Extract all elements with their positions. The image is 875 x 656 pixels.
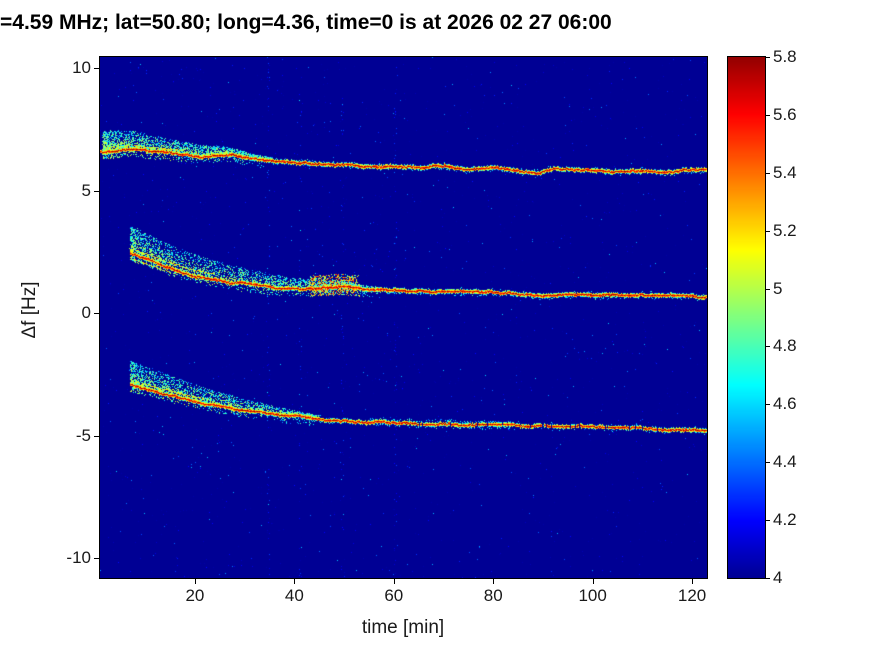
y-tick-label: 5	[81, 180, 91, 200]
y-tick-label: 0	[81, 303, 91, 323]
colorbar-tick-label: 4.2	[773, 510, 797, 530]
colorbar-tick-mark	[766, 114, 770, 116]
colorbar-tick-label: 4	[773, 568, 783, 587]
y-tick-label: -10	[66, 548, 91, 568]
colorbar-tick-label: 5	[773, 278, 783, 298]
colorbar-tick-label: 4.6	[773, 394, 797, 414]
colorbar-tick-label: 5.8	[773, 47, 797, 66]
y-tick-mark	[94, 190, 99, 192]
chart-title: =4.59 MHz; lat=50.80; long=4.36, time=0 …	[0, 11, 612, 34]
y-tick-label: 10	[72, 58, 91, 78]
colorbar-tick-mark	[766, 172, 770, 174]
x-tick-label: 80	[483, 586, 503, 605]
colorbar-tick-mark	[766, 462, 770, 464]
colorbar-tick-label: 5.4	[773, 162, 797, 182]
x-tick-mark	[493, 579, 495, 584]
x-tick-label: 60	[384, 586, 404, 605]
x-tick-mark	[692, 579, 694, 584]
colorbar-canvas	[727, 56, 766, 579]
colorbar-tick-label: 5.2	[773, 220, 797, 240]
colorbar-tick-mark	[766, 57, 770, 58]
colorbar-tick-label: 4.4	[773, 452, 797, 472]
y-tick-mark	[94, 558, 99, 560]
colorbar-tick-label: 4.8	[773, 336, 797, 356]
x-tick-mark	[194, 579, 196, 584]
x-tick-mark	[393, 579, 395, 584]
x-tick-mark	[592, 579, 594, 584]
spectrogram-canvas	[99, 56, 708, 579]
colorbar-tick-mark	[766, 578, 770, 579]
x-tick-mark	[294, 579, 296, 584]
y-tick-mark	[94, 313, 99, 315]
colorbar-tick-label: 5.6	[773, 104, 797, 124]
x-tick-label: 20	[185, 586, 205, 605]
x-tick-label: 120	[677, 586, 707, 605]
x-tick-label: 40	[284, 586, 304, 605]
colorbar-tick-mark	[766, 520, 770, 522]
colorbar-tick-mark	[766, 288, 770, 290]
colorbar-tick-mark	[766, 346, 770, 348]
y-tick-mark	[94, 435, 99, 437]
y-axis-label: Δf [Hz]	[19, 281, 40, 339]
x-tick-label: 100	[578, 586, 607, 605]
x-axis-label: time [min]	[361, 617, 445, 638]
colorbar-tick-mark	[766, 230, 770, 232]
colorbar-tick-mark	[766, 404, 770, 406]
y-tick-label: -5	[75, 425, 91, 445]
y-tick-mark	[94, 68, 99, 70]
